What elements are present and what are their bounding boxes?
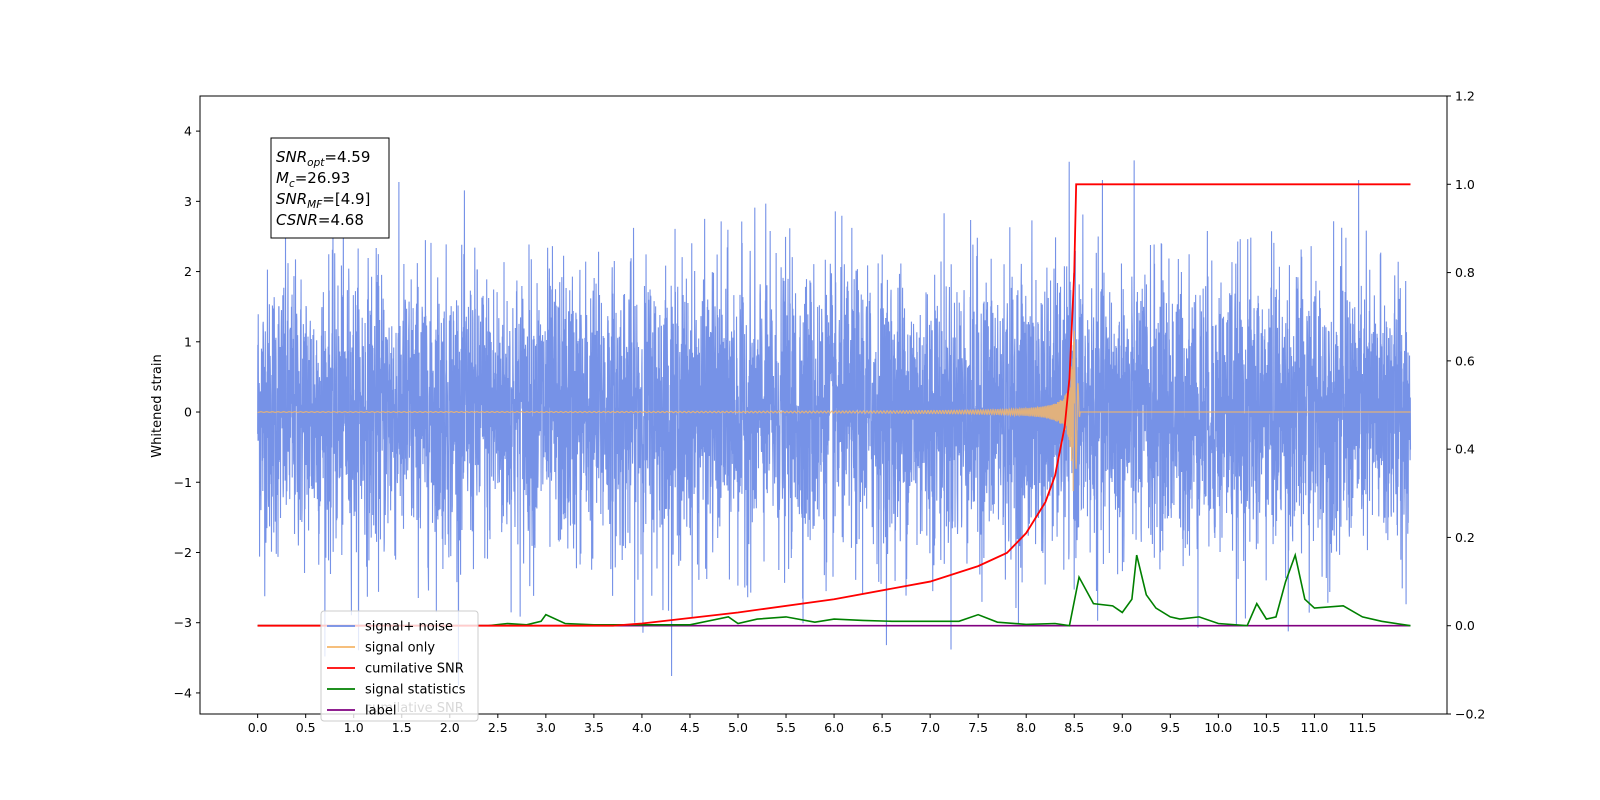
x-tick-label: 2.0 [440,720,460,735]
y-axis-right: 1.2 1.0 0.8 0.6 0.4 0.2 0.0 −0.2 [1447,89,1485,722]
annotation-line: SNRopt=4.59 [276,148,370,169]
x-tick-label: 11.0 [1301,720,1329,735]
x-axis: 0.0 0.5 1.0 1.5 2.0 2.5 3.0 3.5 4.0 4.5 5.0 5.5 6.0 6… [248,714,1377,735]
legend-label: signal statistics [365,683,466,698]
x-tick-label: 4.5 [680,720,700,735]
x-tick-label: 7.5 [968,720,988,735]
x-tick-label: 9.5 [1160,720,1180,735]
legend-label: signal only [365,641,435,656]
x-tick-label: 3.5 [584,720,604,735]
y-tick-label: −4 [174,685,192,700]
y2-tick-label: 0.4 [1455,442,1475,457]
annotation-line: SNRMF=[4.9] [276,190,370,211]
x-tick-label: 2.5 [488,720,508,735]
y2-tick-label: 0.6 [1455,353,1475,368]
annotation-frame [270,137,390,239]
x-tick-label: 10.5 [1252,720,1280,735]
x-tick-label: 8.0 [1016,720,1036,735]
y2-tick-label: 0.2 [1455,530,1475,545]
legend-label: signal+ noise [365,620,453,635]
x-tick-label: 0.5 [296,720,316,735]
y-tick-label: 1 [184,334,192,349]
y-axis-label: Whitened strain [150,354,165,457]
series-signal-statistics [257,552,1411,627]
legend-frame [320,610,479,722]
x-tick-label: 1.5 [392,720,412,735]
x-tick-label: 6.5 [872,720,892,735]
series-signal-only [257,330,1411,492]
x-tick-label: 10.0 [1204,720,1232,735]
y-tick-label: −2 [174,545,192,560]
y2-tick-label: 1.0 [1455,177,1475,192]
x-tick-label: 0.0 [248,720,268,735]
series-cumulative-snr [257,183,1411,627]
annotation-line: CSNR=4.68 [276,211,364,229]
annotation-line: Mc=26.93 [276,169,350,190]
y-tick-label: −1 [174,475,192,490]
y-tick-label: −3 [174,615,192,630]
y2-tick-label: 1.2 [1455,89,1475,104]
legend: cumilative SNR signal+ noise signal only cu… [320,610,479,722]
y-tick-label: 3 [184,194,192,209]
x-tick-label: 7.0 [920,720,940,735]
legend-ghost-text: cumilative SNR [365,701,464,716]
legend-label: cumilative SNR [365,662,464,677]
y2-tick-label: 0.0 [1455,618,1475,633]
y-tick-label: 2 [184,264,192,279]
series-layer [257,160,1412,686]
x-tick-label: 4.0 [632,720,652,735]
x-tick-label: 9.0 [1112,720,1132,735]
x-tick-label: 8.5 [1064,720,1084,735]
x-tick-label: 5.0 [728,720,748,735]
x-tick-label: 11.5 [1349,720,1377,735]
x-tick-label: 1.0 [344,720,364,735]
x-tick-label: 6.0 [824,720,844,735]
series-signal-noise [257,160,1412,686]
y-axis-left: 4 3 2 1 0 −1 −2 −3 −4 [174,124,200,700]
y-tick-label: 0 [184,405,192,420]
plot-frame [199,95,1448,715]
y2-tick-label: 0.8 [1455,265,1475,280]
y2-tick-label: −0.2 [1455,707,1485,722]
x-tick-label: 5.5 [776,720,796,735]
legend-label: label [365,704,396,719]
y-tick-label: 4 [184,124,192,139]
x-tick-label: 3.0 [536,720,556,735]
